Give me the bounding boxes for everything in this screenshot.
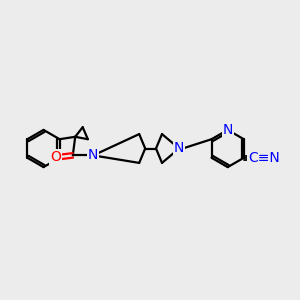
Text: N: N — [223, 123, 233, 137]
Text: N: N — [88, 148, 98, 162]
Text: O: O — [50, 150, 61, 164]
Text: N: N — [174, 142, 184, 155]
Text: C≡N: C≡N — [248, 151, 280, 165]
